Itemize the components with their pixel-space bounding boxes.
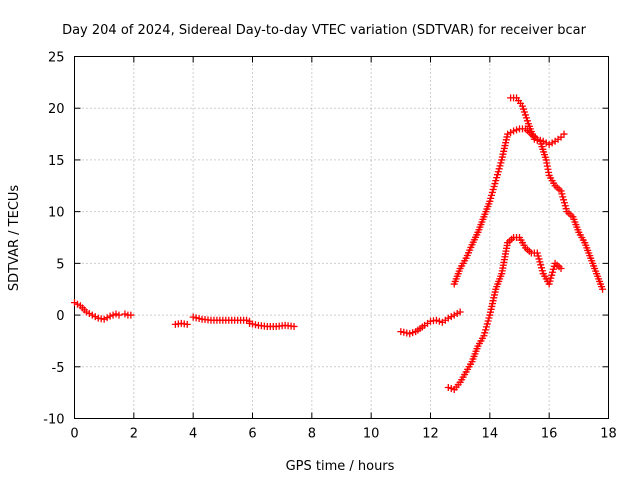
data-series-group xyxy=(450,125,568,288)
data-series-group xyxy=(189,313,254,325)
y-tick-label: 15 xyxy=(48,154,65,169)
chart-title: Day 204 of 2024, Sidereal Day-to-day VTE… xyxy=(62,23,586,38)
x-tick-label: 18 xyxy=(600,427,617,442)
x-tick-label: 0 xyxy=(70,427,78,442)
y-axis-label: SDTVAR / TECUs xyxy=(7,185,22,292)
axis-ticks: 0 2 4 6 8 10 12 14 16 18 -10 -5 0 5 10 15 20 25 xyxy=(43,51,617,442)
data-point xyxy=(290,322,298,330)
x-tick-label: 12 xyxy=(422,427,439,442)
y-tick-label: -5 xyxy=(52,361,65,376)
x-tick-label: 16 xyxy=(541,427,558,442)
y-tick-label: 0 xyxy=(56,309,64,324)
data-point xyxy=(183,320,191,328)
data-point xyxy=(456,308,464,316)
data-point xyxy=(115,311,123,319)
data-point xyxy=(560,130,568,138)
y-tick-label: 5 xyxy=(56,257,64,272)
y-tick-label: 20 xyxy=(48,102,65,117)
data-point xyxy=(127,311,135,319)
data-series-group xyxy=(397,308,464,338)
data-series-group xyxy=(444,234,565,394)
x-tick-label: 4 xyxy=(189,427,197,442)
x-tick-label: 2 xyxy=(130,427,138,442)
x-tick-label: 8 xyxy=(308,427,316,442)
x-tick-label: 14 xyxy=(482,427,499,442)
x-tick-label: 6 xyxy=(248,427,256,442)
x-tick-label: 10 xyxy=(363,427,380,442)
data-series xyxy=(71,94,607,394)
data-point xyxy=(599,285,607,293)
data-series-group xyxy=(171,319,191,328)
y-tick-label: 10 xyxy=(48,206,65,221)
y-tick-label: 25 xyxy=(48,51,65,66)
grid-lines xyxy=(74,56,609,419)
data-series-group xyxy=(246,319,298,330)
data-series-group xyxy=(121,310,135,319)
data-point xyxy=(557,265,565,273)
x-axis-label: GPS time / hours xyxy=(286,459,395,474)
data-series-group xyxy=(71,299,123,323)
plot-frame xyxy=(74,56,609,419)
data-series-group xyxy=(507,94,607,293)
y-tick-label: -10 xyxy=(43,413,64,428)
